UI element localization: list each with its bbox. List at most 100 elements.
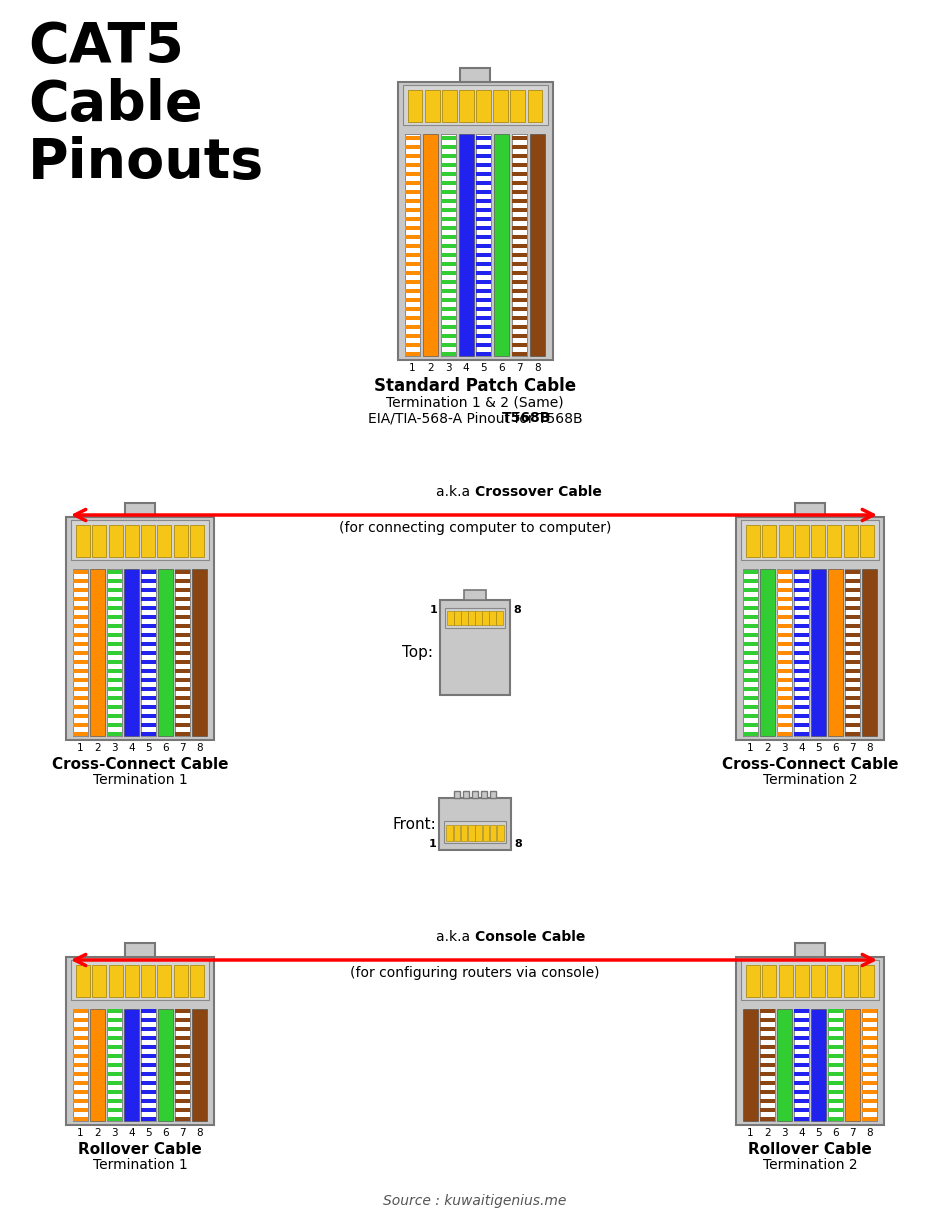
Bar (811, 966, 826, 998)
Bar (743, 569, 758, 574)
Bar (743, 632, 758, 637)
Bar (441, 225, 456, 230)
Bar (794, 1009, 808, 1014)
Bar (107, 1017, 122, 1022)
Bar (828, 1044, 843, 1049)
Bar (863, 1080, 877, 1085)
Bar (777, 588, 791, 592)
Bar (746, 525, 760, 557)
Bar (863, 569, 877, 736)
Bar (73, 632, 87, 637)
Bar (73, 1009, 87, 1121)
Bar (777, 569, 791, 736)
Bar (142, 1009, 156, 1121)
Bar (828, 1027, 843, 1031)
Bar (176, 651, 190, 656)
Bar (142, 1107, 156, 1112)
Bar (477, 198, 491, 203)
Bar (477, 154, 491, 157)
Bar (777, 651, 791, 656)
Bar (73, 1063, 87, 1066)
Text: Termination 1 & 2 (Same): Termination 1 & 2 (Same) (387, 395, 563, 410)
Bar (846, 615, 860, 619)
Bar (477, 144, 491, 149)
Bar (477, 189, 491, 194)
Bar (741, 520, 879, 560)
Bar (107, 605, 122, 610)
Bar (795, 943, 825, 957)
Bar (176, 659, 190, 664)
Bar (846, 642, 860, 646)
Bar (108, 966, 123, 998)
Text: Cross-Connect Cable: Cross-Connect Cable (722, 756, 899, 772)
Bar (107, 578, 122, 583)
Bar (107, 713, 122, 718)
Bar (73, 1090, 87, 1093)
Text: 5: 5 (481, 363, 487, 373)
Bar (844, 966, 858, 998)
Text: Rollover Cable: Rollover Cable (749, 1141, 872, 1157)
Bar (863, 1036, 877, 1041)
Text: Front:: Front: (393, 817, 437, 831)
Bar (777, 659, 791, 664)
Bar (477, 134, 491, 355)
Bar (493, 90, 508, 122)
Bar (107, 1036, 122, 1041)
Bar (827, 525, 842, 557)
Text: 2: 2 (764, 1128, 770, 1138)
Bar (441, 279, 456, 284)
Text: Source : kuwaitigenius.me: Source : kuwaitigenius.me (383, 1194, 567, 1208)
Bar (142, 1054, 156, 1058)
Bar (441, 171, 456, 176)
Text: EIA/TIA-568-A Pinout for T568B: EIA/TIA-568-A Pinout for T568B (368, 411, 582, 426)
Bar (846, 1009, 860, 1121)
Text: 6: 6 (832, 743, 839, 753)
Bar (107, 668, 122, 673)
Bar (176, 1071, 190, 1076)
Bar (405, 279, 420, 284)
Bar (441, 306, 456, 311)
Bar (73, 686, 87, 691)
Bar (142, 695, 156, 700)
Bar (828, 569, 843, 736)
Text: 4: 4 (463, 363, 469, 373)
Bar (405, 333, 420, 338)
Bar (512, 208, 527, 212)
Bar (794, 1036, 808, 1041)
Bar (777, 642, 791, 646)
Bar (441, 352, 456, 355)
Bar (743, 642, 758, 646)
Bar (794, 668, 808, 673)
Bar (459, 134, 473, 355)
Bar (176, 624, 190, 629)
Bar (846, 705, 860, 708)
Bar (794, 1063, 808, 1066)
Bar (846, 668, 860, 673)
Bar (107, 686, 122, 691)
Bar (794, 678, 808, 681)
Bar (464, 590, 486, 600)
Bar (441, 325, 456, 328)
Bar (441, 198, 456, 203)
Bar (760, 1090, 774, 1093)
Bar (107, 1027, 122, 1031)
Bar (142, 1044, 156, 1049)
Bar (73, 642, 87, 646)
Bar (405, 252, 420, 257)
Bar (142, 525, 155, 557)
Bar (73, 1044, 87, 1049)
Bar (73, 597, 87, 601)
Text: Termination 1: Termination 1 (93, 772, 187, 787)
Bar (828, 1080, 843, 1085)
Bar (125, 503, 155, 517)
Bar (107, 642, 122, 646)
Bar (483, 611, 488, 625)
Bar (403, 85, 547, 125)
Bar (763, 525, 776, 557)
Bar (794, 722, 808, 727)
Bar (176, 578, 190, 583)
Bar (176, 713, 190, 718)
Text: 5: 5 (815, 743, 822, 753)
Bar (73, 615, 87, 619)
Bar (794, 624, 808, 629)
